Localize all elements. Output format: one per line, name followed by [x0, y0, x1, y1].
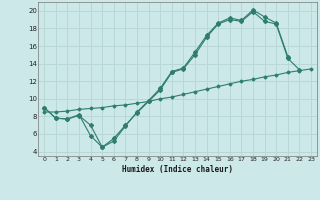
X-axis label: Humidex (Indice chaleur): Humidex (Indice chaleur)	[122, 165, 233, 174]
